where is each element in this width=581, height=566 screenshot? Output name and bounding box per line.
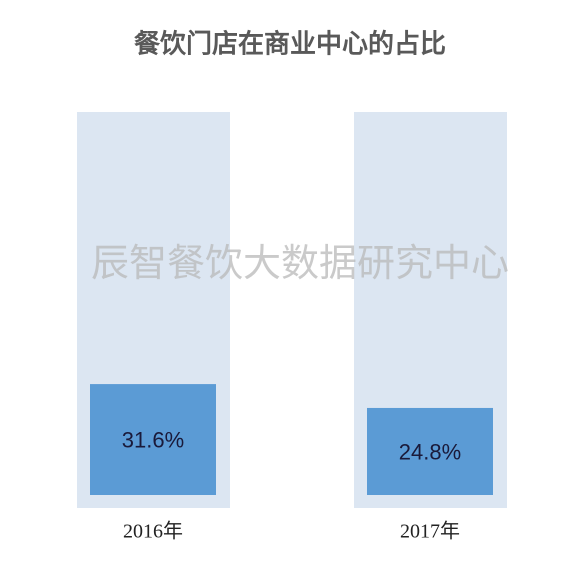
bar	[367, 407, 493, 495]
x-tick-label: 2016年	[123, 520, 183, 543]
bar	[90, 384, 216, 495]
value-label: 31.6%	[122, 427, 184, 452]
value-label: 24.8%	[399, 439, 461, 464]
watermark: 辰智餐饮大数据研究中心	[91, 243, 509, 285]
chart-title: 餐饮门店在商业中心的占比	[134, 29, 446, 60]
x-tick-label: 2017年	[400, 520, 460, 543]
